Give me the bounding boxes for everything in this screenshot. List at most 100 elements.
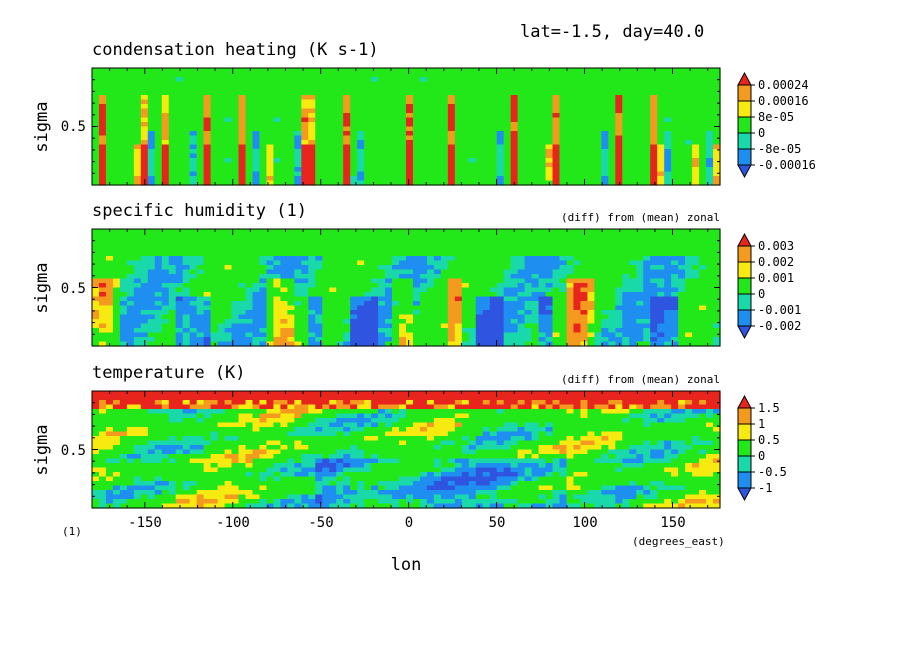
heatmap-cell: [141, 154, 149, 159]
heatmap-cell: [476, 288, 484, 293]
heatmap-cell: [441, 140, 449, 145]
heatmap-cell: [643, 68, 651, 73]
heatmap-cell: [441, 77, 449, 82]
heatmap-cell: [336, 113, 344, 118]
heatmap-cell: [678, 315, 686, 320]
heatmap-cell: [127, 77, 135, 82]
heatmap-cell: [566, 288, 574, 293]
heatmap-cell: [566, 297, 574, 302]
heatmap-cell: [566, 100, 574, 105]
heatmap-cell: [246, 100, 254, 105]
heatmap-cell: [587, 154, 595, 159]
heatmap-cell: [706, 140, 714, 145]
heatmap-cell: [385, 109, 393, 114]
heatmap-cell: [204, 163, 212, 168]
heatmap-cell: [183, 238, 191, 243]
heatmap-cell: [371, 279, 379, 284]
heatmap-cell: [504, 145, 512, 150]
heatmap-cell: [259, 163, 267, 168]
heatmap-cell: [232, 292, 240, 297]
heatmap-cell: [469, 118, 477, 123]
heatmap-cell: [692, 145, 700, 150]
heatmap-cell: [511, 274, 519, 279]
heatmap-cell: [525, 301, 533, 306]
heatmap-cell: [490, 328, 498, 333]
heatmap-cell: [162, 288, 170, 293]
heatmap-cell: [120, 279, 128, 284]
heatmap-cell: [643, 122, 651, 127]
heatmap-cell: [413, 283, 421, 288]
heatmap-cell: [643, 283, 651, 288]
heatmap-cell: [573, 297, 581, 302]
heatmap-cell: [518, 109, 526, 114]
heatmap-cell: [211, 229, 219, 234]
heatmap-cell: [329, 297, 337, 302]
heatmap-cell: [336, 319, 344, 324]
heatmap-cell: [490, 301, 498, 306]
heatmap-cell: [259, 319, 267, 324]
heatmap-cell: [699, 247, 707, 252]
heatmap-cell: [546, 158, 554, 163]
heatmap-cell: [197, 256, 205, 261]
heatmap-cell: [141, 136, 149, 141]
heatmap-cell: [169, 167, 177, 172]
colorbar-label: 0: [758, 287, 765, 301]
heatmap-cell: [113, 283, 121, 288]
heatmap-cell: [671, 127, 679, 132]
heatmap-cell: [329, 95, 337, 100]
heatmap-cell: [566, 163, 574, 168]
heatmap-cell: [664, 229, 672, 234]
heatmap-cell: [420, 283, 428, 288]
heatmap-cell: [169, 238, 177, 243]
heatmap-cell: [385, 113, 393, 118]
heatmap-cell: [441, 163, 449, 168]
heatmap-cell: [462, 238, 470, 243]
heatmap-cell: [664, 234, 672, 239]
heatmap-cell: [497, 270, 505, 275]
heatmap-cell: [713, 324, 721, 329]
heatmap-cell: [608, 279, 616, 284]
heatmap-cell: [573, 77, 581, 82]
heatmap-cell: [343, 283, 351, 288]
heatmap-cell: [392, 279, 400, 284]
heatmap-cell: [259, 274, 267, 279]
heatmap-cell: [685, 149, 693, 154]
heatmap-cell: [190, 292, 198, 297]
heatmap-cell: [322, 172, 330, 177]
heatmap-cell: [371, 131, 379, 136]
heatmap-cell: [469, 122, 477, 127]
heatmap-cell: [469, 324, 477, 329]
heatmap-cell: [176, 104, 184, 109]
heatmap-cell: [539, 306, 547, 311]
heatmap-cell: [706, 145, 714, 150]
heatmap-cell: [399, 306, 407, 311]
heatmap-cell: [273, 82, 281, 87]
heatmap-cell: [134, 145, 142, 150]
colorbar: [738, 73, 755, 177]
heatmap-cell: [594, 328, 602, 333]
heatmap-cell: [399, 73, 407, 78]
heatmap-cell: [643, 333, 651, 338]
heatmap-cell: [385, 270, 393, 275]
heatmap-cell: [301, 297, 309, 302]
heatmap-cell: [413, 131, 421, 136]
colorbar-swatch: [738, 85, 751, 101]
heatmap-cell: [252, 292, 260, 297]
heatmap-cell: [134, 154, 142, 159]
heatmap-cell: [643, 104, 651, 109]
heatmap-cell: [657, 283, 665, 288]
heatmap-cell: [546, 100, 554, 105]
heatmap-cell: [678, 167, 686, 172]
heatmap-cell: [218, 283, 226, 288]
heatmap-cell: [643, 238, 651, 243]
heatmap-cell: [378, 301, 386, 306]
heatmap-cell: [629, 91, 637, 96]
heatmap-cell: [183, 127, 191, 132]
heatmap-cell: [566, 274, 574, 279]
heatmap-cell: [580, 243, 588, 248]
heatmap-cell: [252, 283, 260, 288]
heatmap-cell: [183, 297, 191, 302]
heatmap-cell: [329, 167, 337, 172]
heatmap-cell: [273, 163, 281, 168]
heatmap-cell: [511, 279, 519, 284]
